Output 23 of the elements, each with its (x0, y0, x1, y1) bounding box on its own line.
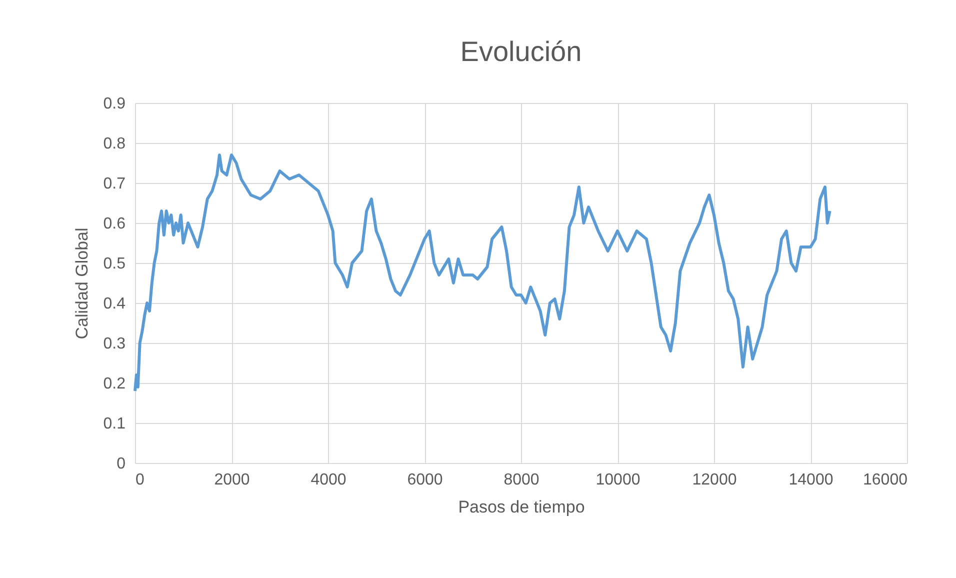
y-axis-title: Calidad Global (72, 228, 92, 340)
y-tick-label: 0.1 (103, 416, 126, 432)
x-tick-label: 12000 (692, 472, 737, 488)
y-tick-label: 0.8 (103, 136, 126, 152)
x-tick-label: 14000 (788, 472, 834, 488)
y-tick-label: 0.2 (103, 376, 126, 392)
x-tick-label: 10000 (596, 472, 640, 488)
x-tick-label: 8000 (504, 472, 540, 488)
y-tick-label: 0.9 (103, 96, 126, 112)
y-tick-label: 0.4 (103, 296, 126, 312)
y-tick-label: 0.6 (103, 216, 126, 232)
y-tick-label: 0.7 (103, 176, 126, 192)
x-tick-label: 16000 (863, 472, 908, 488)
x-tick-label: 4000 (310, 472, 346, 488)
y-tick-label: 0.5 (103, 256, 126, 272)
line-series (134, 154, 832, 392)
x-tick-label: 6000 (407, 472, 443, 488)
x-tick-label: 0 (136, 472, 144, 488)
y-tick-label: 0 (116, 456, 126, 472)
x-tick-label: 2000 (214, 472, 250, 488)
y-tick-label: 0.3 (103, 336, 126, 352)
x-axis-title: Pasos de tiempo (458, 498, 585, 516)
chart-title: Evolución (460, 36, 582, 67)
